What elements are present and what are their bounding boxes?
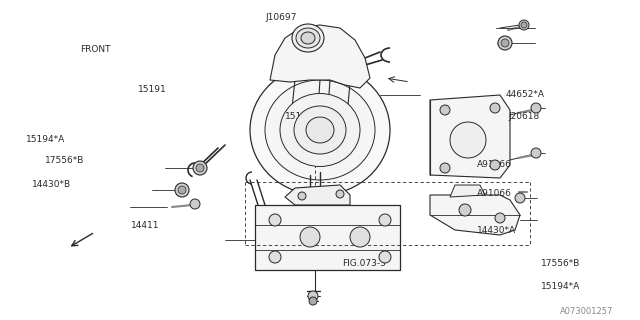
Circle shape — [490, 103, 500, 113]
Text: 17556*B: 17556*B — [541, 260, 580, 268]
Circle shape — [300, 227, 320, 247]
Text: 15194*A: 15194*A — [541, 282, 580, 291]
Ellipse shape — [296, 28, 320, 48]
Ellipse shape — [250, 65, 390, 195]
Ellipse shape — [292, 24, 324, 52]
Circle shape — [190, 199, 200, 209]
Circle shape — [515, 193, 525, 203]
Circle shape — [521, 22, 527, 28]
Circle shape — [498, 36, 512, 50]
Text: 15194*A: 15194*A — [26, 135, 65, 144]
Circle shape — [269, 251, 281, 263]
Text: FIG.073-3: FIG.073-3 — [342, 260, 387, 268]
Circle shape — [350, 227, 370, 247]
Text: 14411: 14411 — [131, 221, 160, 230]
Text: J10697: J10697 — [266, 13, 297, 22]
Text: A91066: A91066 — [477, 160, 511, 169]
Circle shape — [495, 213, 505, 223]
Circle shape — [175, 183, 189, 197]
Circle shape — [298, 192, 306, 200]
Polygon shape — [430, 195, 520, 235]
Text: J20618: J20618 — [509, 112, 540, 121]
Circle shape — [309, 297, 317, 305]
Circle shape — [440, 163, 450, 173]
Polygon shape — [255, 205, 400, 270]
Circle shape — [379, 251, 391, 263]
Polygon shape — [285, 185, 350, 205]
Ellipse shape — [280, 93, 360, 166]
Circle shape — [531, 148, 541, 158]
Text: 15196: 15196 — [285, 112, 314, 121]
Circle shape — [269, 214, 281, 226]
Polygon shape — [450, 185, 485, 197]
Polygon shape — [270, 25, 370, 88]
Circle shape — [440, 105, 450, 115]
Polygon shape — [430, 95, 510, 178]
Text: 15191: 15191 — [138, 85, 166, 94]
Circle shape — [336, 190, 344, 198]
Circle shape — [196, 164, 204, 172]
Ellipse shape — [301, 32, 315, 44]
Circle shape — [501, 39, 509, 47]
Text: A073001257: A073001257 — [560, 308, 613, 316]
Text: 14430*B: 14430*B — [32, 180, 71, 188]
Circle shape — [531, 103, 541, 113]
Circle shape — [379, 214, 391, 226]
Ellipse shape — [294, 106, 346, 154]
Ellipse shape — [265, 80, 375, 180]
Circle shape — [519, 20, 529, 30]
Text: 44652*A: 44652*A — [506, 90, 545, 99]
Circle shape — [178, 186, 186, 194]
Text: 17556*B: 17556*B — [45, 156, 84, 164]
Circle shape — [308, 291, 318, 301]
Circle shape — [193, 161, 207, 175]
Ellipse shape — [306, 117, 334, 143]
Text: 14430*A: 14430*A — [477, 226, 516, 235]
Text: A91066: A91066 — [477, 189, 511, 198]
Circle shape — [459, 204, 471, 216]
Circle shape — [490, 160, 500, 170]
Circle shape — [450, 122, 486, 158]
Text: FRONT: FRONT — [80, 45, 111, 54]
